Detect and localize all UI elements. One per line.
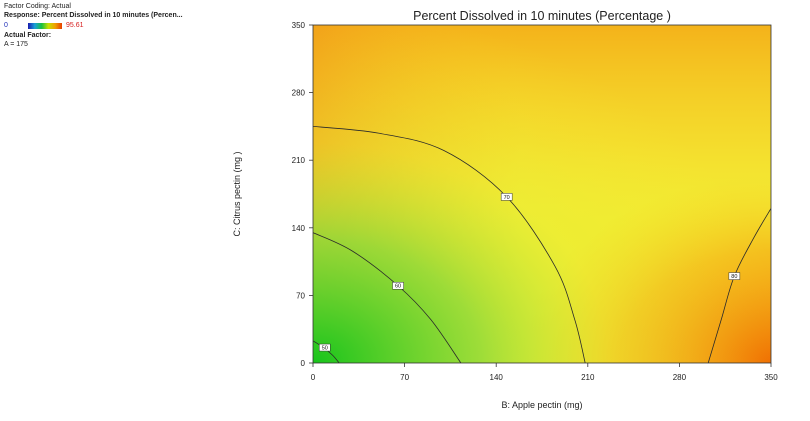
x-tick-label: 350 [764,373,778,382]
factor-coding-text: Factor Coding: Actual [4,3,71,10]
scale-bar [28,22,62,29]
y-tick-label: 140 [292,224,306,233]
x-tick-label: 280 [673,373,687,382]
scale-min: 0 [4,22,8,29]
contour-label-60: 60 [392,281,404,290]
heat-green-corner [313,25,771,363]
svg-text:60: 60 [395,284,401,290]
svg-text:80: 80 [731,274,737,280]
y-tick-label: 0 [301,359,306,368]
y-tick-label: 350 [292,21,306,30]
x-axis-label: B: Apple pectin (mg) [501,400,582,410]
x-tick-label: 0 [311,373,316,382]
contour-line-50 [313,340,340,363]
contour-label-50: 50 [319,343,331,352]
x-tick-label: 140 [490,373,504,382]
actual-factor-heading: Actual Factor: [4,32,52,39]
svg-text:70: 70 [504,195,510,201]
y-axis-label: C: Citrus pectin (mg ) [232,151,242,236]
legend: Factor Coding: Actual Response: Percent … [4,2,183,49]
y-tick-label: 210 [292,156,306,165]
contour-label-80: 80 [728,272,741,280]
contour-labels: 50 60 70 80 [319,193,741,352]
scale-max: 95.61 [66,22,84,29]
y-tick-label: 280 [292,89,306,98]
heatmap [313,25,771,363]
y-axis-ticks: 0 70 140 210 280 350 [292,21,313,368]
contour-label-70: 70 [500,193,513,201]
x-tick-label: 210 [581,373,595,382]
svg-text:50: 50 [322,346,328,352]
chart-title: Percent Dissolved in 10 minutes (Percent… [413,9,671,23]
y-tick-label: 70 [296,291,305,300]
response-title: Response: Percent Dissolved in 10 minute… [4,12,183,19]
actual-factor-value: A = 175 [4,41,28,48]
plot-frame [312,24,772,364]
x-tick-label: 70 [400,373,409,382]
color-scale: 0 95.61 [4,21,183,30]
x-axis-ticks: 0 70 140 210 280 350 [311,363,778,382]
